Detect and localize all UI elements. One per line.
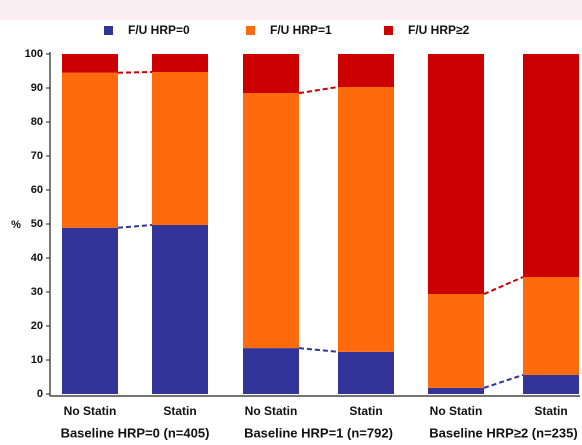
bar-segment — [243, 54, 299, 94]
x-tick-label: No Statin — [430, 404, 483, 418]
group-label: Baseline HRP=1 (n=792) — [244, 425, 393, 440]
bar-segment — [338, 86, 394, 352]
header-strip — [0, 0, 582, 20]
connector — [298, 347, 339, 353]
bar-segment — [243, 348, 299, 394]
y-axis-label: % — [11, 219, 21, 231]
y-tick-label: 40 — [31, 252, 43, 264]
bar-segment — [523, 277, 579, 375]
connector — [298, 85, 339, 95]
bar-segment — [338, 351, 394, 394]
x-tick-label: Statin — [163, 404, 196, 418]
bar-segment — [428, 54, 484, 295]
y-tick-label: 50 — [31, 218, 43, 230]
bar-segment — [62, 72, 118, 228]
y-tick-label: 90 — [31, 82, 43, 94]
y-tick-label: 100 — [25, 48, 43, 60]
connector — [117, 224, 153, 229]
bar-segment — [243, 93, 299, 349]
y-tick-label: 20 — [31, 320, 43, 332]
x-tick-label: No Statin — [245, 404, 298, 418]
bar-segment — [152, 225, 208, 394]
y-tick-label: 30 — [31, 286, 43, 298]
connector — [483, 276, 524, 295]
bar-segment — [523, 374, 579, 394]
legend-label: F/U HRP=1 — [270, 23, 332, 37]
legend-label: F/U HRP≥2 — [408, 23, 470, 37]
connector — [483, 374, 524, 389]
y-tick-label: 80 — [31, 116, 43, 128]
bar-segment — [428, 387, 484, 394]
x-tick-label: Statin — [349, 404, 382, 418]
y-tick-label: 10 — [31, 354, 43, 366]
bar-segment — [523, 54, 579, 278]
y-tick-label: 70 — [31, 150, 43, 162]
group-label: Baseline HRP≥2 (n=235) — [429, 425, 577, 440]
x-tick-label: Statin — [534, 404, 567, 418]
y-tick-label: 0 — [37, 388, 43, 400]
connector — [117, 71, 153, 74]
legend-swatch — [246, 26, 255, 35]
legend-swatch — [104, 26, 113, 35]
bar-segment — [62, 54, 118, 73]
group-label: Baseline HRP=0 (n=405) — [61, 425, 210, 440]
bar-segment — [152, 72, 208, 226]
bar-segment — [62, 227, 118, 394]
bar-segment — [152, 54, 208, 73]
bar-segment — [428, 294, 484, 388]
bar-segment — [338, 54, 394, 87]
x-tick-label: No Statin — [64, 404, 117, 418]
y-tick-label: 60 — [31, 184, 43, 196]
legend-swatch — [384, 26, 393, 35]
legend-label: F/U HRP=0 — [128, 23, 190, 37]
